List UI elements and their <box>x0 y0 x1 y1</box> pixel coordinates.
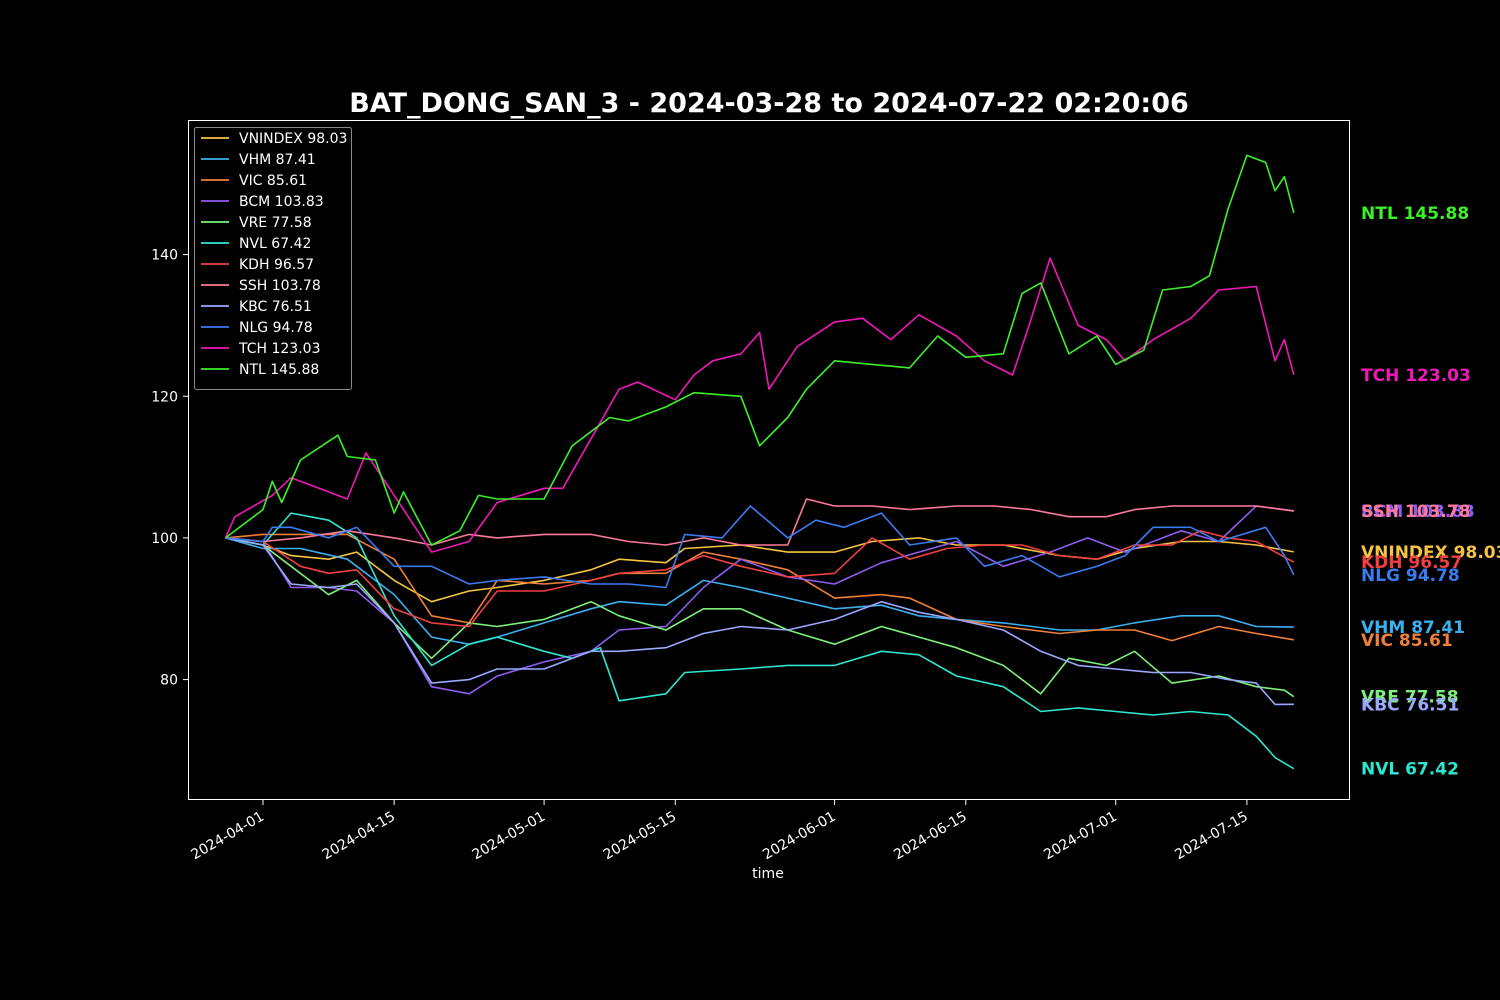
series-line-6 <box>225 530 1295 628</box>
end-label-1: VHM 87.41 <box>1361 618 1465 638</box>
y-tick-label-2: 120 <box>151 389 178 405</box>
series-line-5 <box>225 512 1295 770</box>
end-label-0: VNINDEX 98.03 <box>1361 543 1500 563</box>
end-label-9: NLG 94.78 <box>1361 566 1460 586</box>
y-axis: 80 100 120 140 <box>151 248 188 689</box>
end-label-10: TCH 123.03 <box>1361 366 1471 386</box>
series-line-1 <box>225 537 1294 645</box>
legend-label-7: SSH 103.78 <box>239 278 321 294</box>
y-tick-label-1: 100 <box>151 531 178 547</box>
end-label-3: BCM 103.83 <box>1361 502 1475 522</box>
legend-label-8: KBC 76.51 <box>239 299 312 315</box>
legend-label-1: VHM 87.41 <box>239 152 316 168</box>
x-axis-label: time <box>752 866 784 882</box>
legend-label-4: VRE 77.58 <box>239 215 312 231</box>
end-label-5: NVL 67.42 <box>1361 760 1459 780</box>
end-label-11: NTL 145.88 <box>1361 204 1469 224</box>
end-label-4: VRE 77.58 <box>1361 688 1459 708</box>
legend-label-10: TCH 123.03 <box>238 341 320 357</box>
end-label-6: KDH 96.57 <box>1361 553 1462 573</box>
chart-title: BAT_DONG_SAN_3 - 2024-03-28 to 2024-07-2… <box>349 88 1189 119</box>
legend-label-0: VNINDEX 98.03 <box>239 131 347 147</box>
end-label-2: VIC 85.61 <box>1361 631 1453 651</box>
legend-label-2: VIC 85.61 <box>239 173 307 189</box>
legend-label-5: NVL 67.42 <box>239 236 311 252</box>
series-line-8 <box>225 537 1294 706</box>
series-line-3 <box>225 505 1294 695</box>
y-tick-label-0: 80 <box>160 673 178 689</box>
legend-label-6: KDH 96.57 <box>239 257 314 273</box>
legend: VNINDEX 98.03 VHM 87.41 VIC 85.61 BCM 103.8… <box>194 127 352 390</box>
series-line-9 <box>225 505 1295 589</box>
series-line-7 <box>225 498 1294 546</box>
y-tick-label-3: 140 <box>151 248 178 264</box>
legend-label-3: BCM 103.83 <box>239 194 324 210</box>
series-line-11 <box>225 154 1295 546</box>
end-label-8: KBC 76.51 <box>1361 695 1459 715</box>
legend-label-9: NLG 94.78 <box>239 320 313 336</box>
plot-frame <box>188 120 1350 800</box>
plot-area <box>224 154 1295 770</box>
end-label-7: SSH 103.78 <box>1361 502 1470 522</box>
legend-box <box>194 127 352 390</box>
legend-label-11: NTL 145.88 <box>239 362 319 378</box>
series-line-0 <box>225 537 1294 603</box>
